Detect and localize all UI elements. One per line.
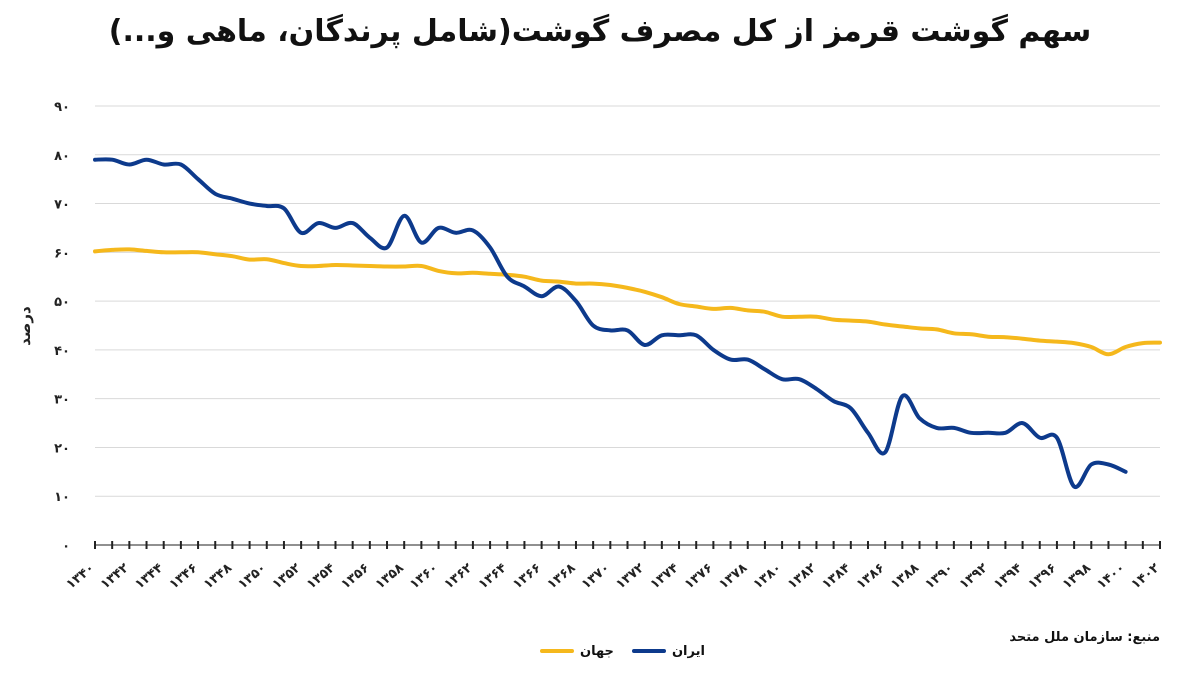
x-tick-label: ۱۳۵۸	[373, 561, 407, 593]
x-tick-label: ۱۳۸۰	[751, 561, 785, 593]
legend-label-iran: ایران	[671, 643, 705, 659]
x-tick-label: ۱۳۷۴	[648, 561, 682, 593]
legend-swatch-world	[540, 649, 574, 653]
x-tick-label: ۱۳۷۸	[716, 561, 750, 593]
x-tick-label: ۱۳۹۲	[957, 561, 991, 593]
y-tick-label: ۲۰	[54, 441, 70, 456]
x-tick-label: ۱۳۴۲	[98, 561, 132, 593]
x-tick-label: ۱۳۷۰	[579, 561, 613, 593]
x-tick-label: ۱۳۴۴	[132, 561, 166, 593]
chart-title: سهم گوشت قرمز از کل مصرف گوشت(شامل پرندگ…	[108, 14, 1092, 49]
x-tick-label: ۱۳۶۶	[510, 561, 544, 593]
x-tick-label: ۱۳۴۰	[64, 561, 98, 593]
x-tick-label: ۱۳۷۲	[613, 561, 647, 593]
x-tick-label: ۱۳۵۲	[270, 561, 304, 593]
legend-label-world: جهان	[580, 643, 614, 659]
y-tick-labels: ۰ ۱۰ ۲۰ ۳۰ ۴۰ ۵۰ ۶۰ ۷۰ ۸۰ ۹۰	[54, 100, 70, 554]
legend: جهان ایران	[540, 642, 705, 660]
x-tick-label: ۱۴۰۲	[1129, 561, 1163, 593]
y-tick-label: ۴۰	[54, 344, 70, 359]
x-tick-label: ۱۳۸۶	[854, 561, 888, 593]
series-line-iran	[93, 157, 1128, 489]
x-tick-label: ۱۳۹۴	[991, 561, 1025, 593]
x-tick-label: ۱۳۸۴	[819, 561, 853, 593]
x-tick-label: ۱۳۵۶	[338, 561, 372, 593]
legend-item-iran: ایران	[631, 643, 705, 659]
x-tick-label: ۱۳۷۶	[682, 561, 716, 593]
x-tick-label: ۱۳۵۴	[304, 561, 338, 593]
x-tick-label: ۱۳۴۸	[201, 561, 235, 593]
y-tick-label: ۷۰	[54, 198, 70, 213]
y-axis-label: درصد	[16, 306, 34, 346]
y-tick-label: ۱۰	[54, 490, 70, 505]
gridlines	[95, 105, 1160, 497]
x-tick-label: ۱۳۴۶	[167, 561, 201, 593]
x-tick-label: ۱۳۶۴	[476, 561, 510, 593]
y-tick-label: ۰	[62, 539, 70, 554]
y-tick-label: ۹۰	[54, 100, 70, 115]
x-tick-label: ۱۳۵۰	[235, 561, 269, 593]
y-tick-label: ۵۰	[54, 295, 70, 310]
x-tick-label: ۱۴۰۰	[1094, 561, 1128, 593]
series-lines	[93, 157, 1162, 489]
x-tick-label: ۱۳۸۸	[888, 561, 922, 593]
series-line-world	[93, 247, 1162, 357]
x-tick-label: ۱۳۹۶	[1026, 561, 1060, 593]
x-tick-label: ۱۳۶۰	[407, 561, 441, 593]
source-note: منبع: سازمان ملل متحد	[1009, 630, 1160, 645]
legend-swatch-iran	[631, 649, 666, 653]
x-tick-label: ۱۳۶۲	[442, 561, 476, 593]
legend-item-world: جهان	[540, 644, 614, 659]
x-tick-label: ۱۳۹۰	[922, 561, 956, 593]
x-axis: ۱۳۴۰ ۱۳۴۲ ۱۳۴۴ ۱۳۴۶ ۱۳۴۸ ۱۳۵۰ ۱۳۵۲ ۱۳۵۴ ۱۳۵۶ ۱۳۵۸…	[64, 541, 1163, 592]
y-tick-label: ۸۰	[54, 149, 70, 164]
x-tick-label: ۱۳۹۸	[1060, 561, 1094, 593]
x-tick-label: ۱۳۸۲	[785, 561, 819, 593]
x-tick-label: ۱۳۶۸	[545, 561, 579, 593]
y-tick-label: ۳۰	[54, 393, 70, 408]
y-tick-label: ۶۰	[54, 246, 70, 261]
